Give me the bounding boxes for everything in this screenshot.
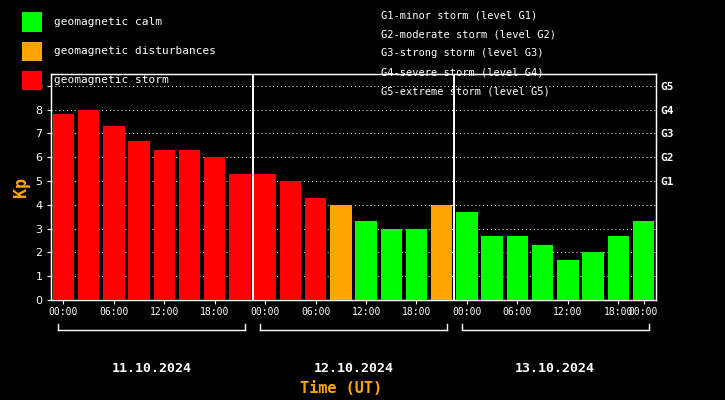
Bar bbox=[53, 114, 74, 300]
Bar bbox=[229, 174, 251, 300]
Bar bbox=[179, 150, 200, 300]
Bar bbox=[532, 245, 553, 300]
Bar bbox=[406, 229, 427, 300]
Text: G2-moderate storm (level G2): G2-moderate storm (level G2) bbox=[381, 29, 555, 39]
Text: geomagnetic disturbances: geomagnetic disturbances bbox=[54, 46, 216, 56]
Bar bbox=[330, 205, 352, 300]
Bar bbox=[431, 205, 452, 300]
Bar bbox=[154, 150, 175, 300]
Text: 12.10.2024: 12.10.2024 bbox=[313, 362, 394, 375]
Text: 13.10.2024: 13.10.2024 bbox=[515, 362, 595, 375]
Bar bbox=[103, 126, 125, 300]
Bar bbox=[608, 236, 629, 300]
Bar bbox=[78, 110, 99, 300]
Bar bbox=[481, 236, 503, 300]
Bar bbox=[280, 181, 301, 300]
Text: G1-minor storm (level G1): G1-minor storm (level G1) bbox=[381, 10, 537, 20]
Text: G4-severe storm (level G4): G4-severe storm (level G4) bbox=[381, 68, 543, 78]
Bar bbox=[557, 260, 579, 300]
Bar bbox=[582, 252, 604, 300]
Bar bbox=[204, 157, 225, 300]
Text: Time (UT): Time (UT) bbox=[299, 381, 382, 396]
Text: 11.10.2024: 11.10.2024 bbox=[112, 362, 191, 375]
Text: geomagnetic storm: geomagnetic storm bbox=[54, 76, 169, 86]
Text: geomagnetic calm: geomagnetic calm bbox=[54, 17, 162, 27]
Bar bbox=[128, 141, 150, 300]
Text: G5-extreme storm (level G5): G5-extreme storm (level G5) bbox=[381, 87, 550, 97]
Y-axis label: Kp: Kp bbox=[12, 177, 30, 197]
Bar bbox=[381, 229, 402, 300]
Bar bbox=[305, 198, 326, 300]
Bar bbox=[254, 174, 276, 300]
Text: G3-strong storm (level G3): G3-strong storm (level G3) bbox=[381, 48, 543, 58]
Bar bbox=[355, 222, 377, 300]
Bar bbox=[456, 212, 478, 300]
Bar bbox=[507, 236, 528, 300]
Bar bbox=[633, 222, 654, 300]
